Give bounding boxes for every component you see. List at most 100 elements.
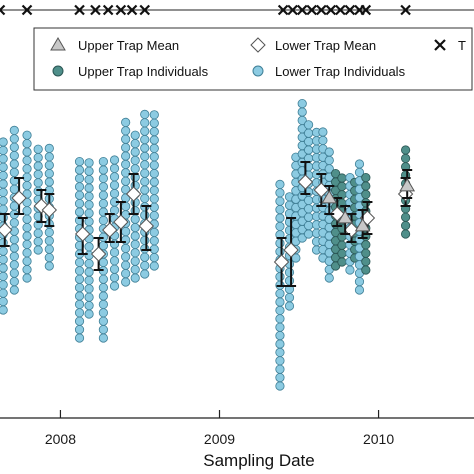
lower-trap-individual-point [284,267,295,277]
lower-trap-individual-point [98,308,108,318]
lower-trap-individual-point [121,268,131,279]
lower-trap-individual-point [9,167,19,177]
lower-trap-individual-point [140,244,150,254]
axes: 2008 2009 2010 [0,410,474,447]
lower-trap-individual-point [98,291,108,301]
legend-item: Upper Trap Mean [50,37,179,53]
lower-trap-mean-marker [11,190,27,206]
lower-trap-individual-point [303,137,314,147]
upper-trap-individual-point [401,212,411,222]
legend-label: Upper Trap Mean [78,38,179,53]
legend-item: Lower Trap Individuals [252,64,406,79]
lower-trap-individual-point [130,130,140,140]
lower-trap-individual-point [275,213,285,223]
lower-trap-individual-point [0,288,8,298]
lower-trap-individual-point [44,261,54,271]
x-tick-label: 2008 [45,431,76,447]
lower-trap-individual-point [275,339,285,349]
lower-trap-individual-point [140,135,150,145]
lower-trap-individual-point [9,276,19,287]
top-x-marker [306,4,318,16]
lower-trap-mean-marker [113,214,129,230]
upper-trap-individual-point [337,240,347,250]
x-marker-stroke [360,4,372,16]
lower-trap-individual-point [74,257,85,267]
lower-trap-individual-point [98,182,108,192]
lower-trap-individual-point [0,171,8,181]
upper-trap-individual-point [337,249,347,259]
lower-trap-individual-point [33,161,43,171]
lower-trap-individual-point [84,284,94,294]
lower-trap-individual-point [275,347,285,357]
lower-trap-individual-point [74,324,85,335]
lower-trap-individual-point [98,190,108,200]
lower-trap-individual-point [109,272,120,283]
lower-trap-mean [75,217,91,255]
lower-trap-individual-point [121,277,131,287]
lower-trap-individual-point [140,143,150,153]
x-marker-stroke [126,4,138,16]
lower-trap-individual-point [130,231,140,241]
lower-trap-individual-point [121,260,131,270]
lower-trap-individual-point [74,333,85,343]
lower-trap-mean-marker [102,222,118,238]
lower-trap-individual-point [303,204,314,214]
x-marker-stroke [0,4,6,12]
lower-trap-individual-point [121,252,131,262]
lower-trap-individual-point [44,253,54,263]
lower-trap-individual-point [98,333,108,343]
lower-trap-individual-point [149,202,159,212]
lower-trap-individual-point [354,159,365,169]
lower-trap-individual-point [109,264,120,274]
lower-trap-individual-point [98,316,108,326]
top-x-marker [360,4,372,16]
lower-trap-individual-point [275,356,285,366]
lower-trap-individual-point [140,185,150,195]
top-x-marker [400,4,411,16]
lower-trap-mean-marker [90,246,107,262]
lower-trap-individual-point [74,308,85,318]
lower-trap-individual-point [22,231,32,241]
lower-trap-individual-point [303,120,314,130]
lower-trap-individual-point [22,147,32,157]
lower-trap-individual-point [284,301,295,311]
top-x-marker [277,4,289,16]
lower-trap-individual-point [74,299,85,309]
lower-trap-individual-point [98,324,108,335]
lower-trap-individual-point [354,276,365,287]
lower-trap-individual-point [275,205,285,215]
lower-trap-individual-point [22,223,32,233]
lower-trap-individual-point [149,261,159,271]
lower-trap-individual-point [149,127,159,137]
lower-trap-individual-point [98,165,108,175]
lower-trap-individual-point [0,263,8,273]
lower-trap-individual-point [303,145,314,155]
x-marker-stroke [306,4,318,16]
lower-trap-individual-point [9,134,19,144]
legend-label: Upper Trap Individuals [78,64,209,79]
lower-trap-individual-point [130,155,140,165]
x-marker-stroke [400,4,411,16]
upper-trap-individual-point [401,153,411,163]
lower-trap-individual-point [275,372,285,383]
lower-trap-individual-point [354,285,365,295]
lower-trap-individual-point [0,297,8,307]
lower-trap-individual-point [22,139,32,149]
top-x-marker [287,4,298,16]
lower-trap-individual-point [121,151,131,161]
lower-trap-individual-point [44,169,54,179]
lower-trap-individual-point [140,235,150,245]
lower-trap-individual-point [109,256,120,266]
lower-trap-individual-point [33,237,43,247]
lower-trap-mean-marker [41,202,58,218]
lower-trap-individual-point [130,214,140,224]
x-tick-label: 2010 [363,431,394,447]
top-x-marker [296,4,308,16]
x-marker-stroke [277,4,289,16]
lower-trap-individual-point [149,194,159,204]
lower-trap-individual-point [0,204,8,214]
lower-trap-individual-point [149,152,159,162]
lower-trap-individual-point [109,155,120,165]
lower-trap-individual-point [84,267,94,277]
lower-trap-individual-point [74,190,85,200]
